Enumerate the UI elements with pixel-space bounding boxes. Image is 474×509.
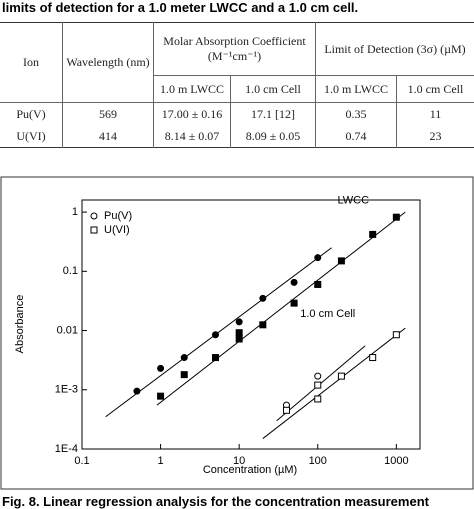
y-tick-label: 0.1 <box>63 265 78 277</box>
point <box>236 330 242 336</box>
header-cell: Wavelength (nm) <box>63 23 154 103</box>
legend-marker <box>91 213 97 219</box>
y-axis-label: Absorbance <box>14 295 26 354</box>
table: Ion Wavelength (nm) Molar Absorption Coe… <box>0 22 474 148</box>
subheader-cell: 1.0 cm Cell <box>231 76 316 103</box>
fit-line <box>263 328 405 438</box>
cell: 8.14 ± 0.07 <box>154 125 231 148</box>
cell: 11 <box>397 103 474 126</box>
point <box>260 322 266 328</box>
annotation: LWCC <box>338 195 370 207</box>
point <box>134 388 140 394</box>
chart: Concentration (µM) Absorbance 0.1 1 10 100 1… <box>0 176 474 492</box>
point <box>158 393 164 399</box>
legend-label: Pu(V) <box>104 210 132 222</box>
cell: 17.00 ± 0.16 <box>154 103 231 126</box>
x-tick-label: 0.1 <box>74 455 89 467</box>
point <box>315 396 321 402</box>
x-tick-label: 1 <box>158 455 164 467</box>
cell: Pu(V) <box>0 103 63 126</box>
point <box>213 355 219 361</box>
point <box>283 407 289 413</box>
point <box>181 372 187 378</box>
point <box>181 355 187 361</box>
point <box>315 373 321 379</box>
point <box>315 382 321 388</box>
point <box>291 279 297 285</box>
legend-marker <box>91 227 97 233</box>
header-row: Ion Wavelength (nm) Molar Absorption Coe… <box>0 23 474 76</box>
cell: U(VI) <box>0 125 63 148</box>
cell: 0.35 <box>316 103 397 126</box>
point <box>338 258 344 264</box>
cell: 8.09 ± 0.05 <box>231 125 316 148</box>
caption: limits of detection for a 1.0 meter LWCC… <box>2 0 358 15</box>
header-cell: Limit of Detection (3σ) (µM) <box>316 23 474 76</box>
row: Pu(V) 569 17.00 ± 0.16 17.1 [12] 0.35 11 <box>0 103 474 126</box>
x-tick-label: 10 <box>233 455 245 467</box>
point <box>370 355 376 361</box>
cell: 569 <box>63 103 154 126</box>
y-tick-label: 0.01 <box>57 324 78 336</box>
subheader-cell: 1.0 m LWCC <box>154 76 231 103</box>
point <box>393 332 399 338</box>
point <box>291 300 297 306</box>
header-cell: Ion <box>0 23 63 103</box>
point <box>158 365 164 371</box>
point <box>393 214 399 220</box>
x-tick-label: 1000 <box>384 455 408 467</box>
cell: 0.74 <box>316 125 397 148</box>
point <box>213 332 219 338</box>
y-tick-label: 1E-4 <box>55 443 78 455</box>
subheader-cell: 1.0 cm Cell <box>397 76 474 103</box>
figure-caption: Fig. 8. Linear regression analysis for t… <box>2 494 429 509</box>
fit-line <box>157 212 405 405</box>
cell: 23 <box>397 125 474 148</box>
annotation: 1.0 cm Cell <box>300 308 355 320</box>
cell: 17.1 [12] <box>231 103 316 126</box>
cell: 414 <box>63 125 154 148</box>
point <box>338 373 344 379</box>
x-tick-label: 100 <box>309 455 327 467</box>
point <box>236 319 242 325</box>
point <box>315 281 321 287</box>
header-cell: Molar Absorption Coefficient (M⁻¹cm⁻¹) <box>154 23 316 76</box>
y-tick-label: 1 <box>72 206 78 218</box>
subheader-cell: 1.0 m LWCC <box>316 76 397 103</box>
point <box>236 336 242 342</box>
legend-label: U(VI) <box>104 224 130 236</box>
point <box>260 295 266 301</box>
point <box>370 231 376 237</box>
row: U(VI) 414 8.14 ± 0.07 8.09 ± 0.05 0.74 2… <box>0 125 474 148</box>
point <box>315 255 321 261</box>
x-axis-label: Concentration (µM) <box>203 464 297 476</box>
y-tick-label: 1E-3 <box>55 384 78 396</box>
